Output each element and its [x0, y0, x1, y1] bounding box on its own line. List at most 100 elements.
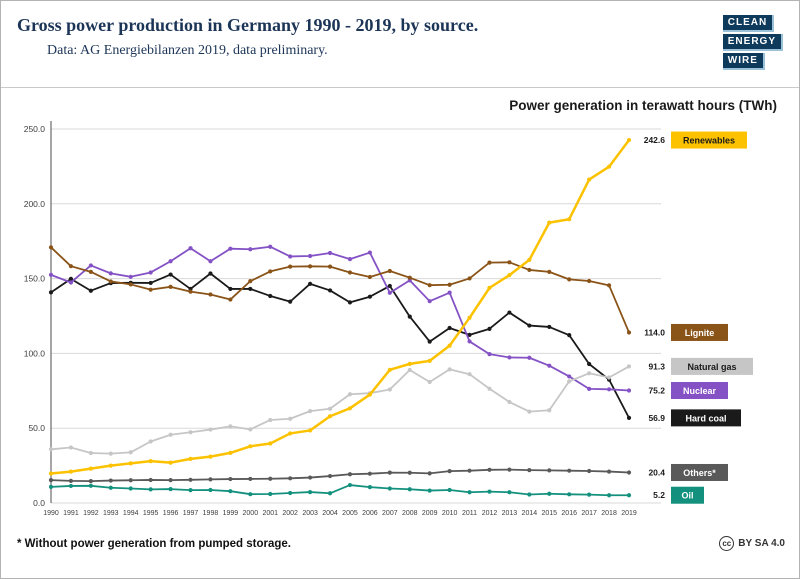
series-marker	[268, 491, 273, 497]
series-marker	[148, 477, 153, 483]
series-marker	[288, 416, 293, 421]
series-marker	[228, 476, 233, 482]
series-marker	[327, 414, 333, 419]
legend-chip-nuclear	[671, 382, 728, 400]
series-marker	[48, 478, 54, 483]
series-marker	[327, 264, 333, 269]
series-marker	[68, 478, 74, 483]
series-marker	[507, 490, 512, 495]
series-marker	[567, 374, 572, 379]
page-subtitle: Data: AG Energiebilanzen 2019, data prel…	[47, 43, 328, 58]
series-marker	[208, 259, 213, 264]
x-tick-label: 1995	[143, 510, 159, 517]
series-marker	[606, 164, 612, 169]
series-marker	[527, 267, 532, 273]
series-marker	[507, 467, 512, 472]
series-marker	[128, 486, 133, 491]
series-marker	[487, 260, 492, 265]
page-title: Gross power production in Germany 1990 -…	[17, 15, 479, 35]
cc-license: cc BY SA 4.0	[719, 536, 785, 551]
series-marker	[626, 493, 632, 498]
series-marker	[108, 279, 113, 284]
series-marker	[347, 392, 353, 397]
series-marker	[367, 471, 372, 476]
series-marker	[626, 470, 632, 475]
series-marker	[128, 478, 133, 483]
series-marker	[248, 247, 253, 252]
series-marker	[427, 283, 432, 288]
series-marker	[188, 488, 193, 493]
x-tick-label: 1992	[83, 510, 99, 517]
series-marker	[487, 386, 492, 391]
series-marker	[88, 483, 93, 488]
series-marker	[268, 269, 273, 274]
legend-chip-naturalgas	[671, 357, 753, 375]
series-marker	[248, 279, 253, 284]
series-marker	[367, 250, 372, 255]
series-marker	[148, 459, 153, 464]
end-value-label: 242.6	[644, 135, 666, 145]
series-marker	[587, 468, 592, 474]
series-marker	[68, 276, 74, 281]
series-marker	[228, 424, 233, 429]
series-marker	[268, 476, 273, 481]
series-marker	[208, 454, 213, 459]
x-tick-label: 2013	[502, 510, 518, 517]
series-marker	[168, 284, 173, 289]
series-marker	[547, 491, 552, 496]
end-value-label: 56.9	[648, 413, 665, 423]
series-marker	[68, 264, 74, 269]
series-marker	[288, 490, 293, 496]
series-marker	[128, 450, 133, 455]
series-marker	[387, 387, 392, 392]
series-line-nuclear	[50, 245, 630, 392]
logo-line-energy: ENERGY	[722, 34, 783, 51]
series-marker	[507, 260, 512, 265]
logo-line-clean: CLEAN	[722, 15, 775, 32]
series-marker	[208, 487, 213, 493]
series-marker	[487, 285, 492, 290]
series-marker	[407, 314, 412, 319]
legend-chip-label: Renewables	[683, 136, 735, 146]
series-line-oil	[50, 484, 629, 497]
series-marker	[168, 486, 173, 492]
series-marker	[327, 288, 333, 293]
series-marker	[48, 484, 54, 489]
series-marker	[367, 485, 372, 490]
legend-chip-renewables	[671, 131, 747, 149]
x-tick-label: 2000	[243, 510, 259, 517]
series-marker	[248, 492, 253, 497]
end-value-label: 20.4	[648, 467, 665, 477]
series-marker	[88, 479, 93, 484]
series-marker	[188, 246, 193, 251]
series-marker	[606, 493, 612, 498]
series-line-renewables	[50, 139, 631, 475]
x-tick-label: 1996	[163, 510, 179, 517]
series-marker	[208, 271, 213, 276]
legend-chip-label: Hard coal	[685, 413, 726, 423]
series-marker	[248, 427, 253, 432]
series-marker	[308, 264, 313, 269]
series-marker	[427, 299, 432, 304]
end-value-label: 114.0	[644, 327, 665, 337]
clean-energy-wire-logo: CLEAN ENERGY WIRE	[722, 15, 783, 72]
x-tick-label: 2011	[462, 510, 477, 517]
series-marker	[447, 469, 452, 474]
series-marker	[587, 278, 592, 284]
x-tick-label: 2015	[541, 510, 557, 517]
series-marker	[228, 286, 233, 292]
y-tick-label: 250.0	[24, 124, 46, 134]
series-marker	[467, 315, 472, 320]
x-tick-label: 1999	[223, 510, 239, 517]
series-marker	[507, 310, 512, 315]
series-marker	[527, 355, 532, 360]
series-marker	[587, 361, 592, 367]
end-value-label: 75.2	[648, 386, 665, 396]
series-marker	[367, 392, 372, 397]
series-marker	[387, 470, 392, 475]
series-marker	[88, 263, 93, 268]
series-marker	[88, 450, 93, 456]
x-tick-label: 2012	[482, 510, 498, 517]
series-marker	[168, 478, 173, 483]
